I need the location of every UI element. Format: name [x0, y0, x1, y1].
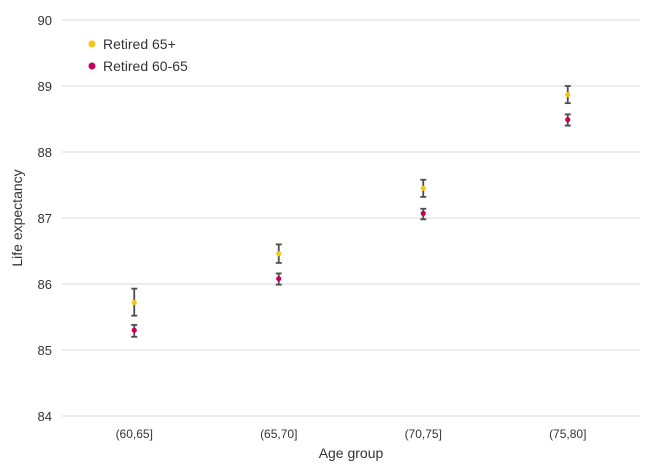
data-series	[131, 85, 571, 338]
data-point	[276, 276, 282, 282]
data-point	[565, 117, 571, 123]
legend: Retired 65+ Retired 60-65	[88, 36, 188, 74]
y-tick-label: 90	[38, 13, 52, 28]
x-tick-labels: (60,65] (65,70] (70,75] (75,80]	[116, 427, 587, 441]
data-point	[420, 210, 426, 216]
data-point	[131, 327, 137, 333]
legend-marker	[88, 40, 96, 48]
x-tick-label: (70,75]	[405, 427, 442, 441]
y-tick-label: 87	[38, 211, 52, 226]
legend-label: Retired 65+	[103, 36, 176, 52]
x-tick-label: (65,70]	[260, 427, 297, 441]
data-point	[565, 91, 571, 98]
legend-marker	[88, 62, 96, 70]
gridlines	[62, 19, 640, 417]
x-tick-label: (60,65]	[116, 427, 153, 441]
legend-label: Retired 60-65	[103, 58, 188, 74]
data-point	[131, 299, 137, 306]
y-tick-labels: 84 85 86 87 88 89 90	[38, 13, 52, 424]
x-tick-label: (75,80]	[549, 427, 586, 441]
series-retired-60-65	[131, 113, 571, 338]
y-tick-label: 88	[38, 145, 52, 160]
y-tick-label: 85	[38, 343, 52, 358]
x-axis-title: Age group	[319, 445, 384, 461]
data-point	[420, 185, 426, 191]
y-axis-title: Life expectancy	[9, 169, 25, 266]
y-tick-label: 89	[38, 79, 52, 94]
series-retired-65-plus	[131, 85, 571, 317]
y-tick-label: 86	[38, 277, 52, 292]
y-tick-label: 84	[38, 409, 52, 424]
data-point	[276, 251, 282, 257]
